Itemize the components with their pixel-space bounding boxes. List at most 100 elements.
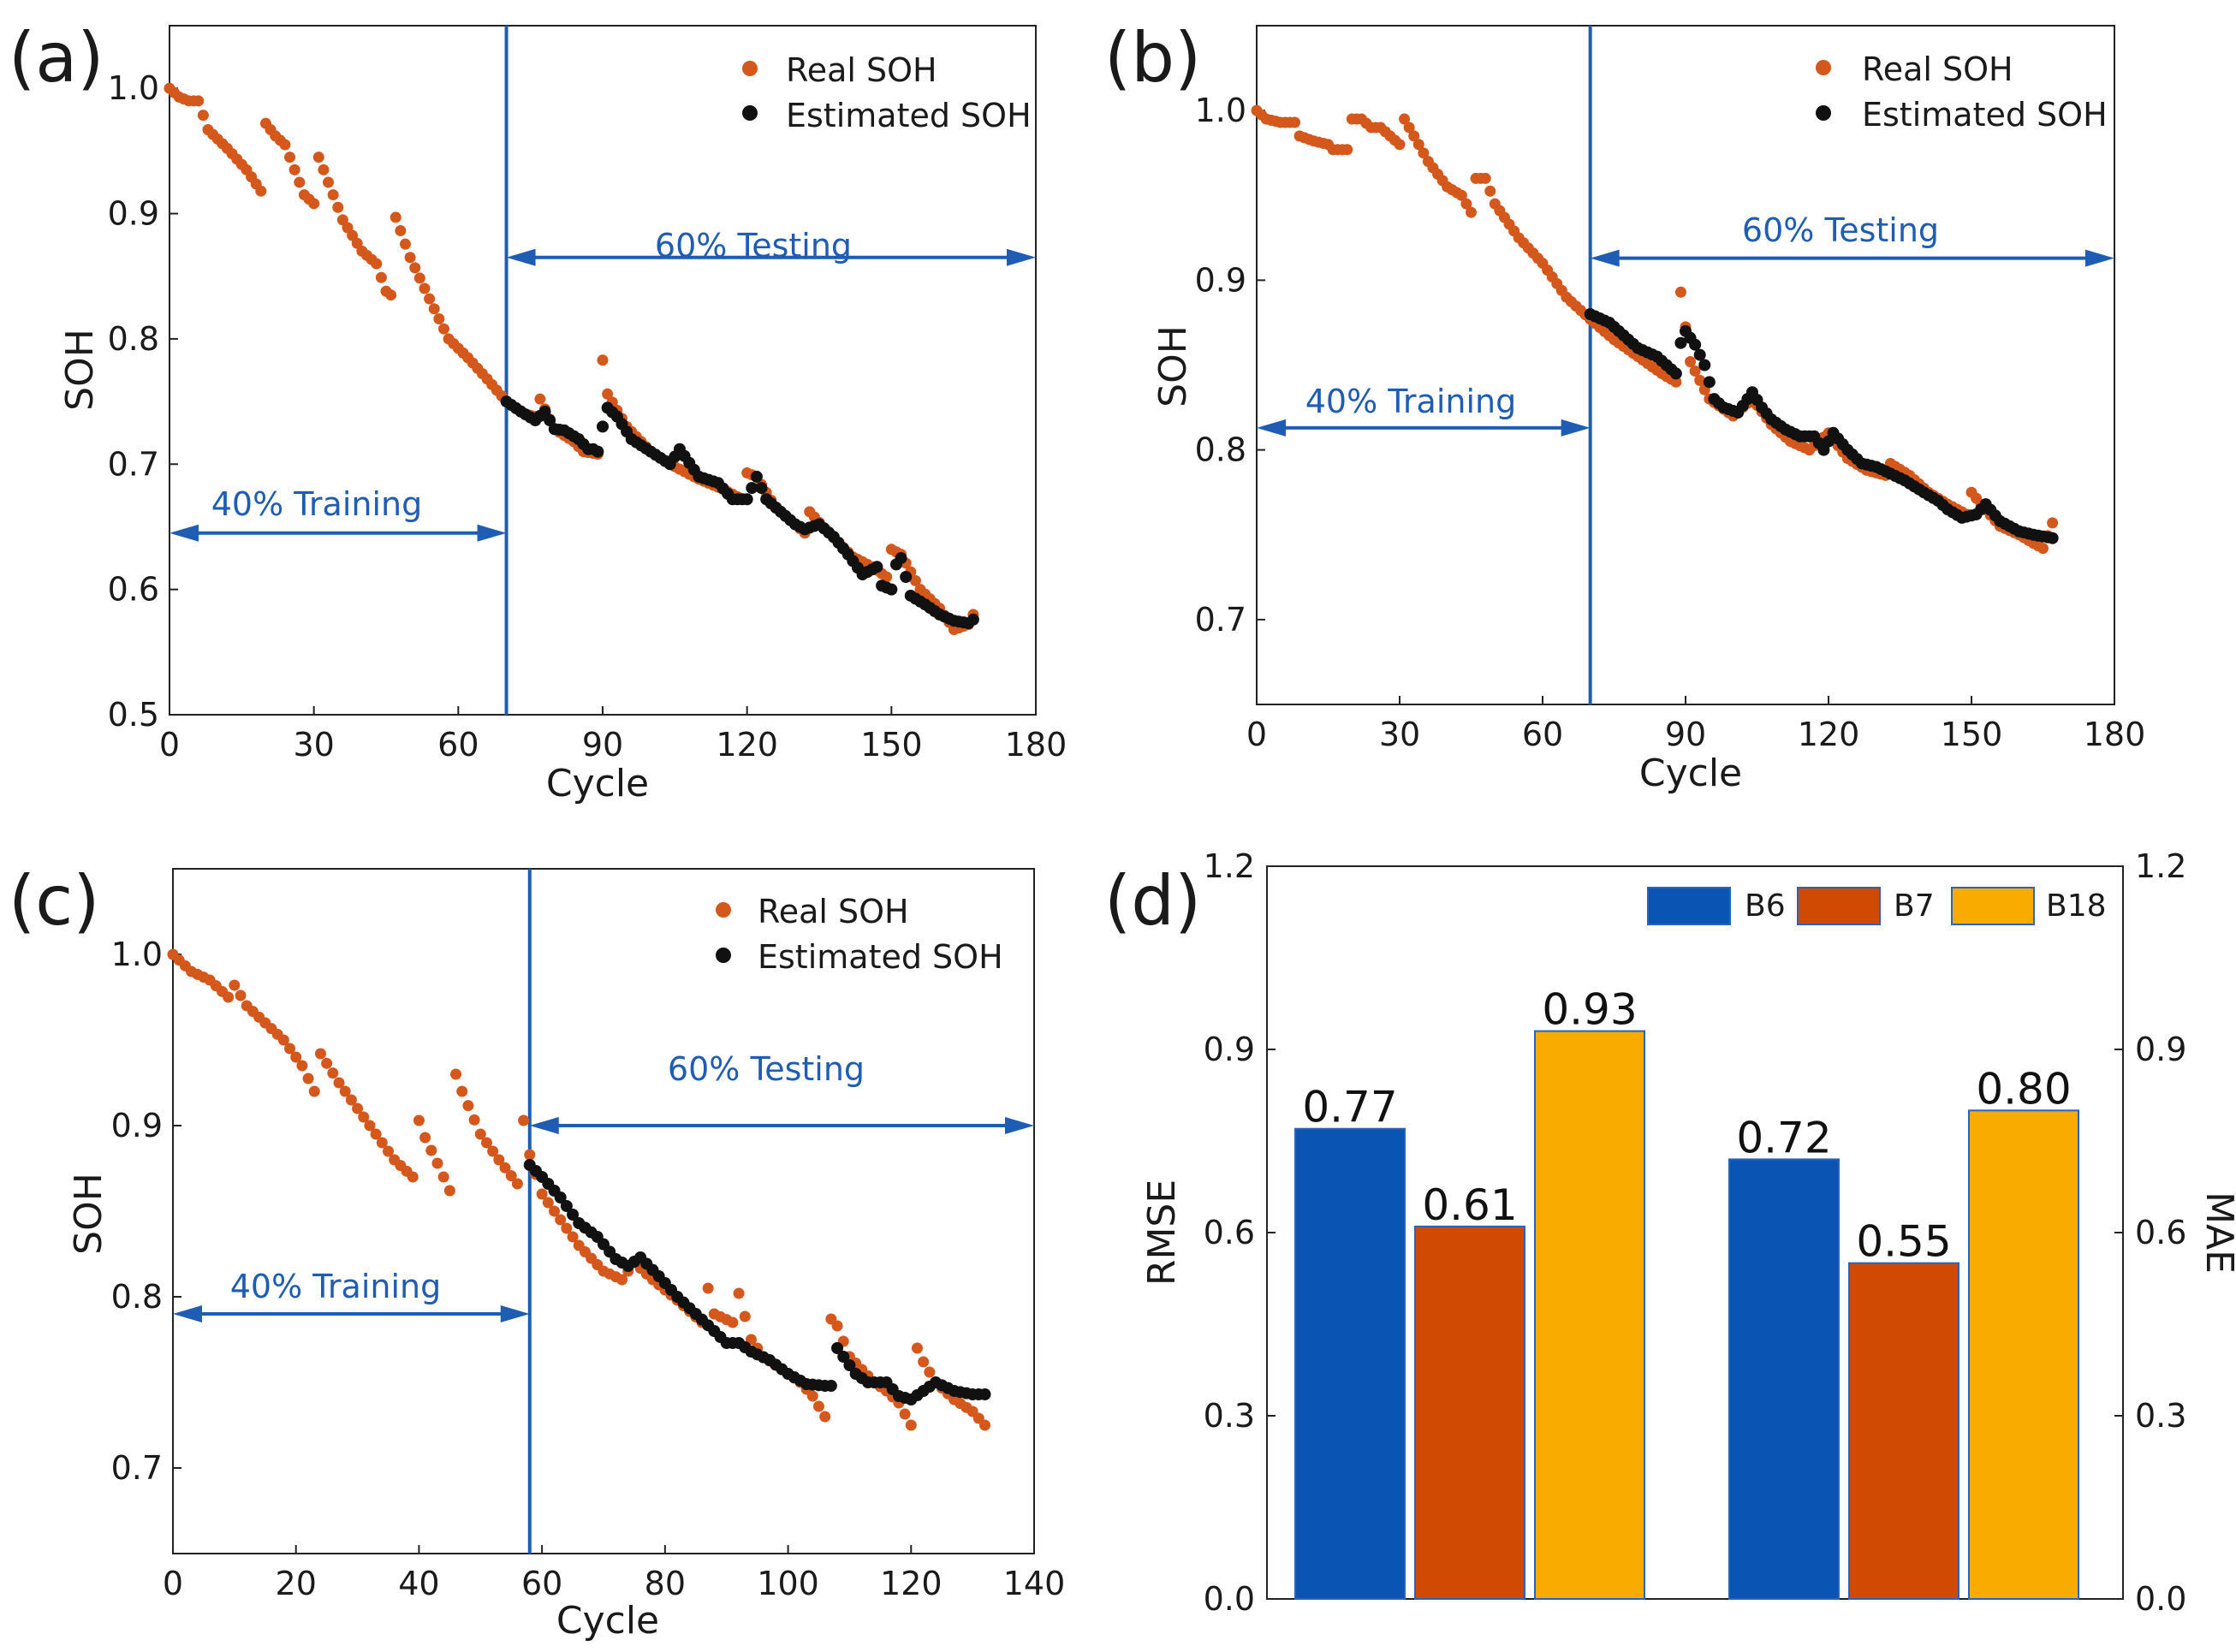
legend-b6: B6: [1745, 888, 1786, 924]
real-soh-point: [505, 1170, 517, 1182]
x-tick-label: 90: [582, 726, 623, 764]
estimated-soh-point: [755, 482, 768, 495]
testing-arrow-head-right: [1007, 248, 1036, 266]
real-soh-point: [924, 1366, 936, 1378]
panel-b: (b) Cycle SOH 40% Training 60% Testing R…: [1104, 18, 2145, 795]
real-soh-point: [727, 1316, 739, 1328]
real-soh-point: [419, 1132, 431, 1144]
real-soh-point: [197, 110, 209, 122]
y2-tick-label: 0.0: [2135, 1580, 2186, 1618]
x-tick-label: 0: [163, 1565, 183, 1602]
real-soh-point: [499, 1162, 511, 1174]
real-soh-point: [1685, 356, 1697, 368]
real-soh-point: [450, 1068, 462, 1080]
x-tick-label: 120: [716, 726, 778, 764]
x-tick-label: 140: [1003, 1565, 1066, 1602]
real-soh-point: [881, 571, 893, 583]
y-axis-label-b: SOH: [1151, 325, 1195, 407]
real-soh-point: [327, 1067, 339, 1079]
panel-c: (c) Cycle SOH 40% Training 60% Testing R…: [9, 861, 1065, 1643]
estimated-soh-point: [824, 1380, 837, 1392]
estimated-soh-point: [1703, 376, 1716, 389]
bar-b6-mae: [1728, 1158, 1840, 1600]
y-tick-label: 0.7: [108, 445, 159, 483]
real-soh-point: [702, 1282, 714, 1294]
real-soh-point: [371, 258, 383, 270]
bar-b18-mae: [1968, 1109, 2079, 1601]
y2-tick-label: 0.6: [2135, 1214, 2186, 1251]
real-soh-point: [284, 1043, 296, 1055]
y-tick-label: 0.6: [1204, 1214, 1255, 1251]
y-tick-label: 1.0: [108, 69, 159, 107]
real-soh-point: [383, 1145, 394, 1157]
legend-marker-estimated: [716, 948, 731, 963]
real-soh-point: [314, 1048, 326, 1060]
estimated-soh-point: [831, 1342, 844, 1354]
x-tick-label: 60: [1522, 716, 1563, 753]
testing-annotation-c: 60% Testing: [668, 1050, 865, 1088]
real-soh-point: [431, 1157, 443, 1169]
estimated-soh-point: [1669, 367, 1682, 380]
real-soh-point: [819, 1411, 831, 1423]
y-tick-label: 0.5: [108, 696, 159, 734]
real-soh-point: [518, 1114, 530, 1126]
panel-label-d: (d): [1104, 861, 1201, 941]
y-tick-label: 1.0: [1195, 92, 1246, 129]
real-soh-point: [1479, 172, 1491, 184]
real-soh-point: [407, 1171, 419, 1183]
legend-marker-estimated: [1816, 105, 1831, 121]
x-tick-label: 30: [1379, 716, 1420, 753]
y-tick-label: 0.9: [1195, 261, 1246, 299]
estimated-soh-point: [1689, 338, 1702, 351]
estimated-soh-point: [567, 1209, 580, 1221]
real-soh-point: [437, 323, 449, 335]
y-tick-label: 0.9: [108, 195, 159, 233]
legend-real-b: Real SOH: [1862, 51, 2013, 88]
y-tick-label: 0.8: [111, 1278, 163, 1316]
real-soh-point: [1674, 286, 1686, 298]
real-soh-point: [480, 1137, 492, 1149]
legend-marker-real: [716, 902, 731, 918]
real-soh-point: [376, 1137, 388, 1149]
real-soh-point: [2047, 517, 2059, 529]
real-soh-point: [813, 1400, 824, 1412]
real-soh-point: [909, 574, 921, 586]
x-tick-label: 30: [293, 726, 334, 764]
x-axis-label-a: Cycle: [546, 762, 649, 805]
panel-label-a: (a): [9, 18, 104, 98]
x-tick-label: 0: [159, 726, 180, 764]
estimated-soh-point: [597, 420, 609, 433]
bar-b7-rmse: [1414, 1225, 1525, 1601]
y2-tick-label: 1.2: [2135, 847, 2186, 885]
real-soh-point: [511, 1178, 523, 1190]
legend-swatch-b7: [1797, 887, 1881, 925]
y-tick-label: 0.8: [1195, 431, 1246, 469]
y-tick-label: 0.8: [108, 320, 159, 358]
testing-arrow-head-left: [1590, 249, 1620, 267]
estimated-soh-point: [592, 445, 604, 458]
legend-b7: B7: [1894, 888, 1935, 924]
real-soh-point: [352, 1102, 364, 1114]
real-soh-point: [918, 1356, 930, 1368]
real-soh-point: [332, 201, 344, 213]
training-annotation-c: 40% Training: [230, 1268, 441, 1305]
bar-value-label: 0.77: [1302, 1083, 1397, 1132]
real-soh-point: [1466, 206, 1477, 218]
real-soh-point: [1394, 139, 1406, 151]
real-soh-point: [487, 1145, 499, 1157]
real-soh-point: [413, 272, 425, 284]
legend-estimated-a: Estimated SOH: [786, 97, 1032, 134]
bar-value-label: 0.72: [1736, 1113, 1831, 1162]
y2-axis-label-mae: MAE: [2197, 1191, 2236, 1274]
real-soh-point: [399, 238, 411, 250]
real-soh-point: [339, 1085, 351, 1097]
x-tick-label: 90: [1665, 716, 1706, 753]
real-soh-point: [370, 1128, 382, 1140]
real-soh-point: [428, 303, 440, 315]
real-soh-point: [193, 95, 205, 107]
training-annotation-a: 40% Training: [211, 485, 422, 523]
panel-a: (a) Cycle SOH 40% Training 60% Testing R…: [9, 18, 1067, 805]
estimated-soh-point: [740, 493, 753, 506]
training-arrow-head-left: [1257, 419, 1286, 437]
real-soh-point: [493, 1154, 505, 1166]
